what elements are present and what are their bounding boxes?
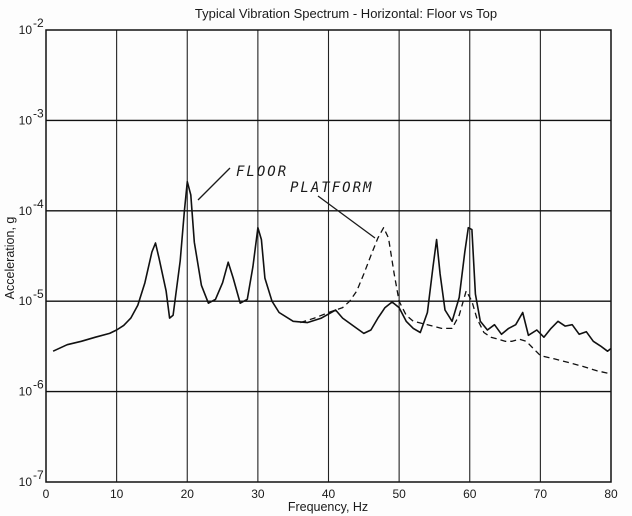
annotation-platform: PLATFORM [290,180,373,196]
y-tick-label: 10 [19,204,33,218]
x-tick-label: 50 [392,487,406,501]
y-tick-exponent: -4 [33,197,44,211]
y-tick-label: 10 [19,23,33,37]
y-tick-label: 10 [19,475,33,489]
annotation-floor-pointer [197,167,231,201]
x-tick-label: 70 [534,487,548,501]
y-tick-exponent: -7 [33,468,44,482]
y-tick-exponent: -6 [33,378,44,392]
y-tick-label: 10 [19,113,33,127]
y-tick-exponent: -2 [33,16,44,30]
grid [46,30,611,482]
y-axis-label: Acceleration, g [3,217,17,300]
x-tick-label: 10 [110,487,124,501]
x-tick-label: 20 [181,487,195,501]
series-lines [52,180,612,374]
x-axis-label: Frequency, Hz [288,500,368,514]
x-tick-label: 40 [322,487,336,501]
y-tick-label: 10 [19,294,33,308]
y-tick-exponent: -3 [33,106,44,120]
x-tick-label: 30 [251,487,265,501]
plot-frame [45,29,612,483]
x-tick-label: 0 [43,487,50,501]
x-tick-label: 80 [604,487,618,501]
y-tick-exponent: -5 [33,287,44,301]
x-tick-label: 60 [463,487,477,501]
series-floor-line [52,180,612,352]
y-tick-label: 10 [19,385,33,399]
chart-title: Typical Vibration Spectrum - Horizontal:… [195,6,497,21]
series-platform-line [300,227,608,374]
annotation-floor: FLOOR [236,164,288,180]
annotation-platform-pointer [317,195,376,239]
